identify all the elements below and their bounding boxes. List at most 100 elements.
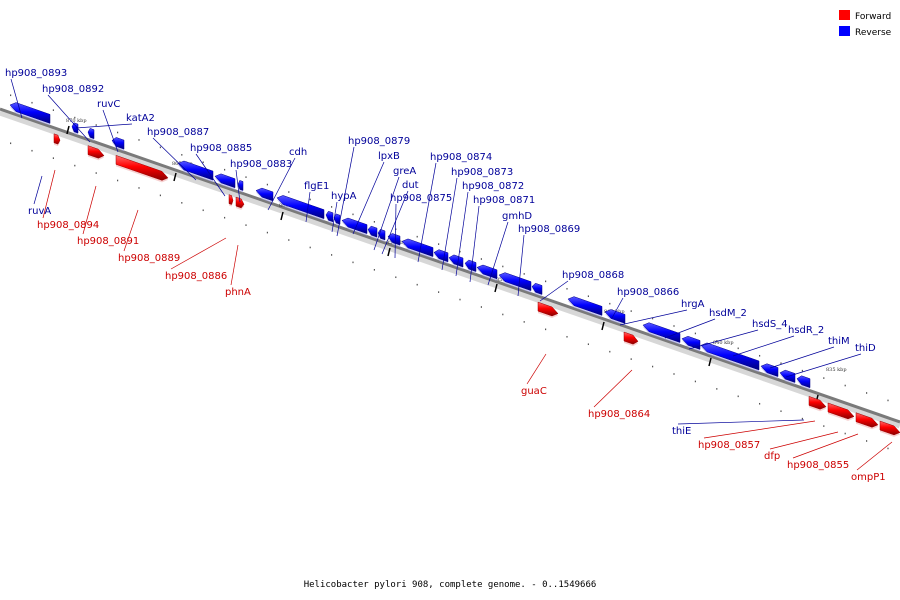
gene-hsdM_2[interactable]	[642, 322, 681, 343]
minor-tick-above	[181, 154, 183, 156]
gene-hsdR_2[interactable]	[700, 342, 760, 371]
gene-label-hp908_0889[interactable]: hp908_0889	[118, 253, 180, 264]
gene-lpxB[interactable]	[341, 217, 368, 234]
gene-label-thiD[interactable]: thiD	[855, 343, 876, 354]
label-connector	[517, 234, 525, 297]
gene-gmhD[interactable]	[476, 264, 498, 280]
gene-label-hp908_0868[interactable]: hp908_0868	[562, 270, 624, 281]
label-connector	[33, 175, 43, 205]
minor-tick-above	[117, 131, 119, 134]
minor-tick-above	[866, 392, 868, 394]
gene-label-gmhD[interactable]: gmhD	[502, 211, 532, 222]
label-connector	[195, 153, 226, 197]
gene-label-hp908_0875[interactable]: hp908_0875	[390, 193, 452, 204]
gene-dfp[interactable]	[827, 402, 855, 420]
gene-label-hp908_0874[interactable]: hp908_0874	[430, 152, 492, 163]
gene-label-lpxB[interactable]: lpxB	[378, 151, 400, 162]
gene-label-hp908_0871[interactable]: hp908_0871	[473, 195, 535, 206]
kbp-tick: 840 kbp	[708, 340, 734, 367]
gene-greA[interactable]	[367, 225, 378, 238]
gene-hp908_0883[interactable]	[237, 180, 244, 191]
gene-label-thiM[interactable]: thiM	[828, 336, 850, 347]
gene-label-hp908_0892[interactable]: hp908_0892	[42, 84, 104, 95]
gene-phnA[interactable]	[235, 196, 245, 209]
legend-label-reverse: Reverse	[855, 28, 892, 38]
gene-label-hsdS_4[interactable]: hsdS_4	[752, 319, 788, 330]
gene-label-greA[interactable]: greA	[393, 166, 416, 177]
gene-label-hp908_0864[interactable]: hp908_0864	[588, 409, 650, 420]
gene-label-hp908_0873[interactable]: hp908_0873	[451, 167, 513, 178]
minor-tick-below	[10, 142, 12, 145]
gene-hp908_0855[interactable]	[855, 412, 879, 428]
gene-hp908_0872[interactable]	[448, 254, 464, 268]
gene-cdh[interactable]	[255, 187, 274, 202]
gene-label-hp908_0893[interactable]: hp908_0893	[5, 68, 67, 79]
gene-label-phnA[interactable]: phnA	[225, 287, 251, 298]
gene-guaC[interactable]	[537, 301, 559, 317]
minor-tick-above	[545, 280, 547, 283]
gene-label-hp908_0879[interactable]: hp908_0879	[348, 136, 410, 147]
gene-label-hp908_0887[interactable]: hp908_0887	[147, 127, 209, 138]
gene-hp908_0891[interactable]	[87, 145, 105, 159]
gene-hp908_0886[interactable]	[228, 194, 234, 205]
gene-hp908_0893[interactable]	[9, 102, 51, 124]
gene-hp908_0864[interactable]	[623, 331, 639, 345]
gene-hypA[interactable]	[325, 210, 334, 223]
gene-label-dut[interactable]: dut	[402, 180, 419, 191]
gene-hrgA[interactable]	[604, 309, 626, 324]
gene-label-dfp[interactable]: dfp	[764, 451, 780, 462]
legend: Forward Reverse	[839, 10, 892, 38]
gene-label-guaC[interactable]: guaC	[521, 386, 547, 397]
gene-hp908_0892[interactable]	[87, 128, 95, 140]
gene-label-thiE[interactable]: thiE	[672, 426, 691, 437]
gene-label-hp908_0872[interactable]: hp908_0872	[462, 181, 524, 192]
minor-tick-above	[138, 139, 140, 141]
kbp-tick-mark	[708, 357, 712, 367]
gene-hp908_0889[interactable]	[115, 154, 169, 181]
gene-thiE[interactable]	[796, 375, 811, 389]
gene-flgE1[interactable]	[276, 195, 325, 220]
gene-hp908_0871[interactable]	[464, 259, 477, 272]
gene-hp908_0874[interactable]	[401, 238, 434, 257]
gene-label-hp908_0866[interactable]: hp908_0866	[617, 287, 679, 298]
gene-label-ruvA[interactable]: ruvA	[28, 206, 51, 217]
label-connector	[331, 201, 338, 233]
gene-hsdS_4[interactable]	[681, 336, 701, 350]
gene-label-cdh[interactable]: cdh	[289, 147, 307, 158]
gene-hp908_0894[interactable]	[53, 133, 61, 145]
gene-label-hp908_0869[interactable]: hp908_0869	[518, 224, 580, 235]
gene-label-katA2[interactable]: katA2	[126, 113, 155, 124]
gene-label-hp908_0891[interactable]: hp908_0891	[77, 236, 139, 247]
label-connector	[82, 185, 97, 235]
gene-hp908_0857[interactable]	[808, 396, 827, 410]
label-connector	[664, 318, 716, 339]
minor-tick-above	[844, 384, 846, 387]
gene-label-hypA[interactable]: hypA	[331, 191, 357, 202]
gene-label-hp908_0857[interactable]: hp908_0857	[698, 440, 760, 451]
gene-label-ruvC[interactable]: ruvC	[97, 99, 120, 110]
gene-label-hsdM_2[interactable]: hsdM_2	[709, 308, 747, 319]
gene-hp908_0885[interactable]	[214, 173, 236, 189]
gene-label-hp908_0855[interactable]: hp908_0855	[787, 460, 849, 471]
minor-tick-above	[609, 302, 611, 305]
gene-label-flgE1[interactable]: flgE1	[304, 181, 329, 192]
gene-hp908_0875[interactable]	[387, 233, 401, 246]
genome-caption: Helicobacter pylori 908, complete genome…	[304, 580, 597, 590]
minor-tick-above	[502, 265, 504, 268]
label-connector	[593, 369, 633, 408]
gene-label-ompP1[interactable]: ompP1	[851, 472, 886, 483]
gene-label-hp908_0894[interactable]: hp908_0894	[37, 220, 99, 231]
gene-hp908_0887[interactable]	[177, 160, 214, 181]
gene-label-hsdR_2[interactable]: hsdR_2	[788, 325, 824, 336]
minor-tick-below	[266, 231, 268, 234]
gene-hp908_0869[interactable]	[498, 272, 532, 292]
gene-label-hrgA[interactable]: hrgA	[681, 299, 705, 310]
gene-hp908_0868[interactable]	[531, 282, 543, 295]
gene-dut[interactable]	[377, 229, 386, 241]
gene-label-hp908_0885[interactable]: hp908_0885	[190, 143, 252, 154]
gene-label-hp908_0883[interactable]: hp908_0883	[230, 159, 292, 170]
gene-label-hp908_0886[interactable]: hp908_0886	[165, 271, 227, 282]
gene-hp908_0866[interactable]	[567, 296, 603, 316]
gene-ompP1[interactable]	[879, 420, 900, 436]
